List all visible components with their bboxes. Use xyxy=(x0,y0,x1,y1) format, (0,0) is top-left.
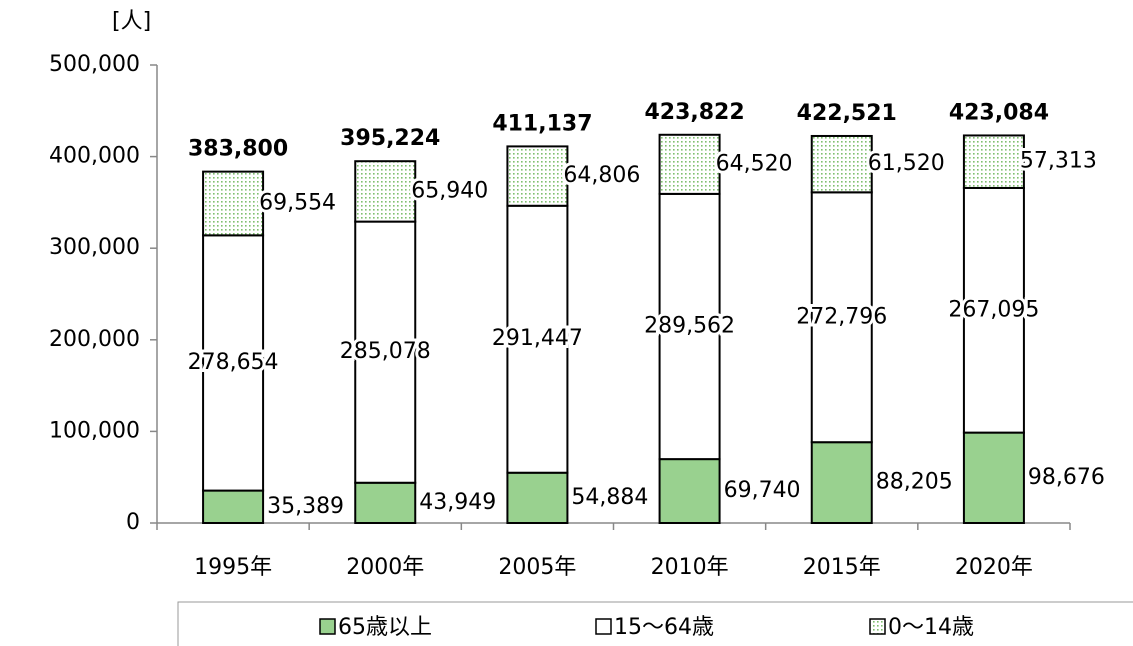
x-tick-label: 2005年 xyxy=(498,555,576,580)
total-label: 411,137 xyxy=(492,111,592,136)
legend-swatch xyxy=(319,618,336,635)
y-tick-label: 0 xyxy=(126,510,140,535)
x-tick-label: 2000年 xyxy=(346,555,424,580)
total-label: 395,224 xyxy=(340,126,440,151)
data-label: 64,806 xyxy=(563,163,640,188)
x-tick-label: 2015年 xyxy=(803,555,881,580)
legend-box xyxy=(177,601,1133,646)
legend-swatch xyxy=(869,618,886,635)
bar-segment xyxy=(658,133,721,195)
bar-segment xyxy=(506,145,569,207)
y-tick-label: 400,000 xyxy=(49,144,140,169)
data-label: 69,554 xyxy=(259,190,336,215)
x-tick-label: 2020年 xyxy=(955,555,1033,580)
bar-segment xyxy=(506,204,569,474)
data-label: 64,520 xyxy=(716,151,793,176)
bar-segment xyxy=(658,192,721,461)
bar-segment xyxy=(506,471,569,524)
total-label: 422,521 xyxy=(797,101,897,126)
bar-segment xyxy=(810,441,873,524)
bar-segment xyxy=(354,220,417,484)
data-label: 65,940 xyxy=(411,178,488,203)
total-label: 423,084 xyxy=(949,100,1049,125)
data-label: 43,949 xyxy=(419,490,496,515)
legend-label: 0〜14歳 xyxy=(888,615,974,640)
bar-segment xyxy=(810,191,873,444)
data-label: 35,389 xyxy=(267,494,344,519)
y-tick-label: 100,000 xyxy=(49,418,140,443)
bar-segment xyxy=(202,170,265,237)
bar-segment xyxy=(962,186,1025,434)
data-label: 61,520 xyxy=(868,151,945,176)
bar-segment xyxy=(354,160,417,223)
data-label: 289,562 xyxy=(644,313,735,338)
bar-segment xyxy=(658,458,721,525)
total-label: 423,822 xyxy=(644,100,744,125)
y-tick-label: 200,000 xyxy=(49,327,140,352)
data-label: 98,676 xyxy=(1028,465,1105,490)
data-label: 54,884 xyxy=(571,485,648,510)
data-label: 57,313 xyxy=(1020,149,1097,174)
data-label: 88,205 xyxy=(876,470,953,495)
total-label: 383,800 xyxy=(188,136,288,161)
bar-segment xyxy=(962,431,1025,525)
legend-swatch xyxy=(595,618,612,635)
legend-label: 15〜64歳 xyxy=(614,615,714,640)
y-tick-label: 500,000 xyxy=(49,52,140,77)
bar-segment xyxy=(354,481,417,524)
y-tick-label: 300,000 xyxy=(49,235,140,260)
data-label: 272,796 xyxy=(796,304,887,329)
y-axis-label: [人] xyxy=(112,9,151,34)
data-label: 69,740 xyxy=(724,478,801,503)
x-tick-label: 2010年 xyxy=(651,555,729,580)
bar-segment xyxy=(202,489,265,525)
data-label: 267,095 xyxy=(948,297,1039,322)
bar-segment xyxy=(202,234,265,492)
legend-label: 65歳以上 xyxy=(338,615,432,640)
x-tick-label: 1995年 xyxy=(194,555,272,580)
data-label: 291,447 xyxy=(492,326,583,351)
bar-segment xyxy=(810,134,873,194)
data-label: 285,078 xyxy=(340,339,431,364)
bar-segment xyxy=(962,134,1025,189)
data-label: 278,654 xyxy=(188,350,279,375)
